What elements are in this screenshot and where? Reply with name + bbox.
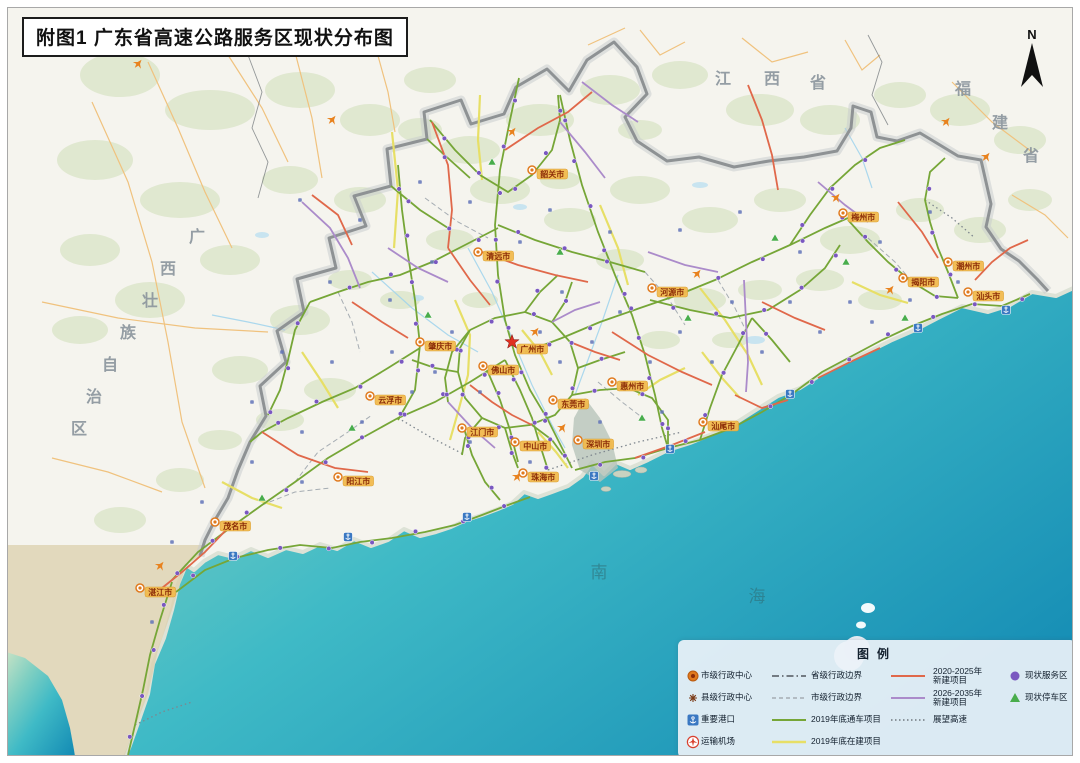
svg-text:潮州市: 潮州市 [956,261,980,271]
legend-label-port: 重要港口 [701,714,736,725]
airport-markers [132,59,990,571]
svg-text:韶关市: 韶关市 [540,169,564,179]
svg-text:梅州市: 梅州市 [851,212,875,222]
legend-label-county-center: 县级行政中心 [701,692,753,703]
map-legend: 图例 市级行政中心 省级行政边界 2020-2025年 新建项目 现状服务区 县级… [678,640,1076,758]
roads-open [127,77,1031,756]
svg-text:江: 江 [715,70,731,88]
province-boundary-swatch [769,665,809,687]
service-area-dots [127,97,1025,740]
county-markers [150,180,960,624]
terrain [52,53,1052,533]
legend-label-city-center: 市级行政中心 [701,670,753,681]
new-2026-swatch [885,687,931,709]
svg-text:东莞市: 东莞市 [561,399,585,409]
city-center-icon [686,665,699,687]
svg-text:中山市: 中山市 [523,441,547,451]
frame [1072,0,1080,763]
legend-label-line2: 新建项目 [933,697,968,707]
province-boundary [195,37,1052,558]
legend-label-line1: 2026-2035年 [933,687,983,698]
map-title: 附图1 广东省高速公路服务区现状分布图 [22,17,408,57]
svg-text:汕尾市: 汕尾市 [711,421,735,431]
neighbor-province-boundaries [247,34,889,199]
legend-label-line1: 2020-2025年 [933,665,983,676]
svg-text:西: 西 [764,70,780,88]
new-2020-swatch [885,665,931,687]
legend-grid: 市级行政中心 省级行政边界 2020-2025年 新建项目 现状服务区 县级行政中… [686,665,1068,753]
roads-outside [41,27,1069,493]
sea-label: 南海 [591,563,768,606]
county-center-icon [686,687,699,709]
north-arrow: N [1012,28,1052,96]
svg-text:揭阳市: 揭阳市 [911,277,935,287]
legend-label-city-boundary: 市级行政边界 [811,692,863,703]
legend-label-constr-2019: 2019年底在建项目 [811,736,881,747]
legend-title: 图例 [856,647,897,661]
legend-label-prospect: 展望高速 [933,714,968,725]
parking-area-icon [1007,687,1023,709]
port-markers [228,305,1011,561]
north-arrow-icon [1021,43,1043,87]
city-boundary-swatch [769,687,809,709]
svg-text:区: 区 [71,420,87,438]
prospect-swatch [885,709,931,731]
legend-label-open-2019: 2019年底通车项目 [811,714,881,725]
legend-label-airport: 运输机场 [701,736,736,747]
service-area-icon [1007,665,1023,687]
legend-label-new-2020: 2020-2025年 新建项目 [933,665,1005,686]
svg-text:广: 广 [189,227,205,246]
svg-text:惠州市: 惠州市 [620,381,644,391]
svg-text:治: 治 [86,387,102,406]
svg-text:自: 自 [102,355,118,374]
svg-text:壮: 壮 [142,291,158,310]
parking-area-markers [257,157,910,502]
legend-label-new-2026: 2026-2035年 新建项目 [933,687,1005,708]
svg-text:湛江市: 湛江市 [148,587,172,597]
north-label: N [1027,27,1037,42]
legend-label-prov-boundary: 省级行政边界 [811,670,863,681]
frame [0,0,1080,8]
svg-text:族: 族 [120,323,137,342]
svg-text:清远市: 清远市 [486,251,510,261]
frame [0,0,8,763]
legend-label-parking-area: 现状停车区 [1025,692,1068,703]
airport-icon [686,731,699,753]
svg-text:江门市: 江门市 [470,427,494,437]
svg-text:南: 南 [591,563,610,582]
neighbor-province-labels: 江西省福建省广西壮族自治区 [71,70,1039,438]
roads-2020-2025 [161,84,1029,589]
port-icon [686,709,699,731]
constr-2019-swatch [769,731,809,753]
svg-text:肇庆市: 肇庆市 [427,341,452,351]
svg-text:海: 海 [749,587,768,606]
svg-text:珠海市: 珠海市 [531,472,555,482]
svg-text:广州市: 广州市 [520,344,544,354]
svg-text:佛山市: 佛山市 [490,365,515,375]
rivers [211,127,873,449]
frame [0,755,1080,763]
svg-text:阳江市: 阳江市 [346,476,370,486]
svg-text:建: 建 [992,114,1008,132]
svg-text:福: 福 [954,79,971,98]
svg-text:云浮市: 云浮市 [378,395,402,405]
islands [856,603,875,629]
legend-label-service-area: 现状服务区 [1025,670,1068,681]
svg-text:河源市: 河源市 [660,287,684,297]
legend-label-line2: 新建项目 [933,675,968,685]
svg-text:省: 省 [809,73,826,92]
svg-text:西: 西 [160,260,176,278]
open-2019-swatch [769,709,809,731]
svg-text:汕头市: 汕头市 [976,291,1000,301]
svg-text:深圳市: 深圳市 [586,439,610,449]
svg-text:省: 省 [1022,146,1039,165]
svg-text:茂名市: 茂名市 [223,521,247,531]
